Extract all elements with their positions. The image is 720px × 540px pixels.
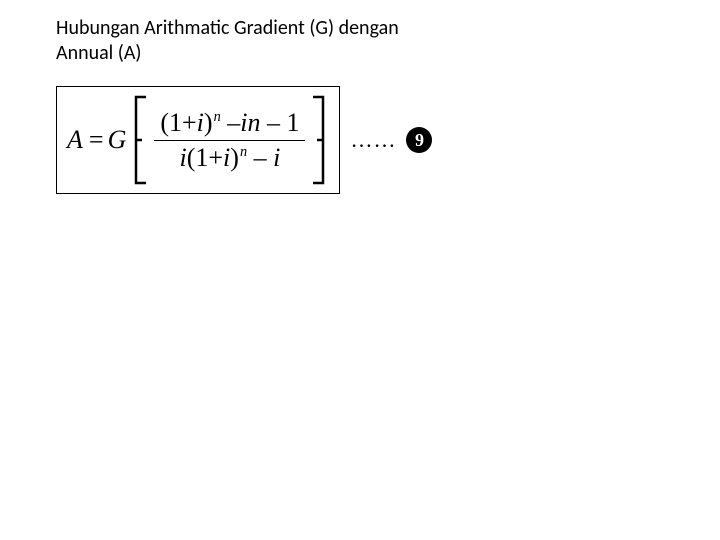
equation-number-badge: 9 <box>406 127 432 153</box>
fraction: (1+i)n –in – 1 i(1+i)n – i <box>154 106 305 175</box>
continuation-dots: …… <box>350 127 396 153</box>
slide-title: Hubungan Arithmatic Gradient (G) dengan … <box>56 16 456 66</box>
symbol-A: A <box>67 125 83 155</box>
fraction-denominator: i(1+i)n – i <box>173 141 286 175</box>
equals-sign: = <box>89 125 104 155</box>
left-bracket-icon <box>132 95 148 185</box>
symbol-G: G <box>108 125 127 155</box>
formula-box: A = G (1+i)n –in – 1 i(1+i)n – i <box>56 86 340 194</box>
formula-row: A = G (1+i)n –in – 1 i(1+i)n – i …… 9 <box>56 86 432 194</box>
right-bracket-icon <box>311 95 327 185</box>
slide-page: Hubungan Arithmatic Gradient (G) dengan … <box>0 0 720 540</box>
fraction-numerator: (1+i)n –in – 1 <box>154 106 305 140</box>
